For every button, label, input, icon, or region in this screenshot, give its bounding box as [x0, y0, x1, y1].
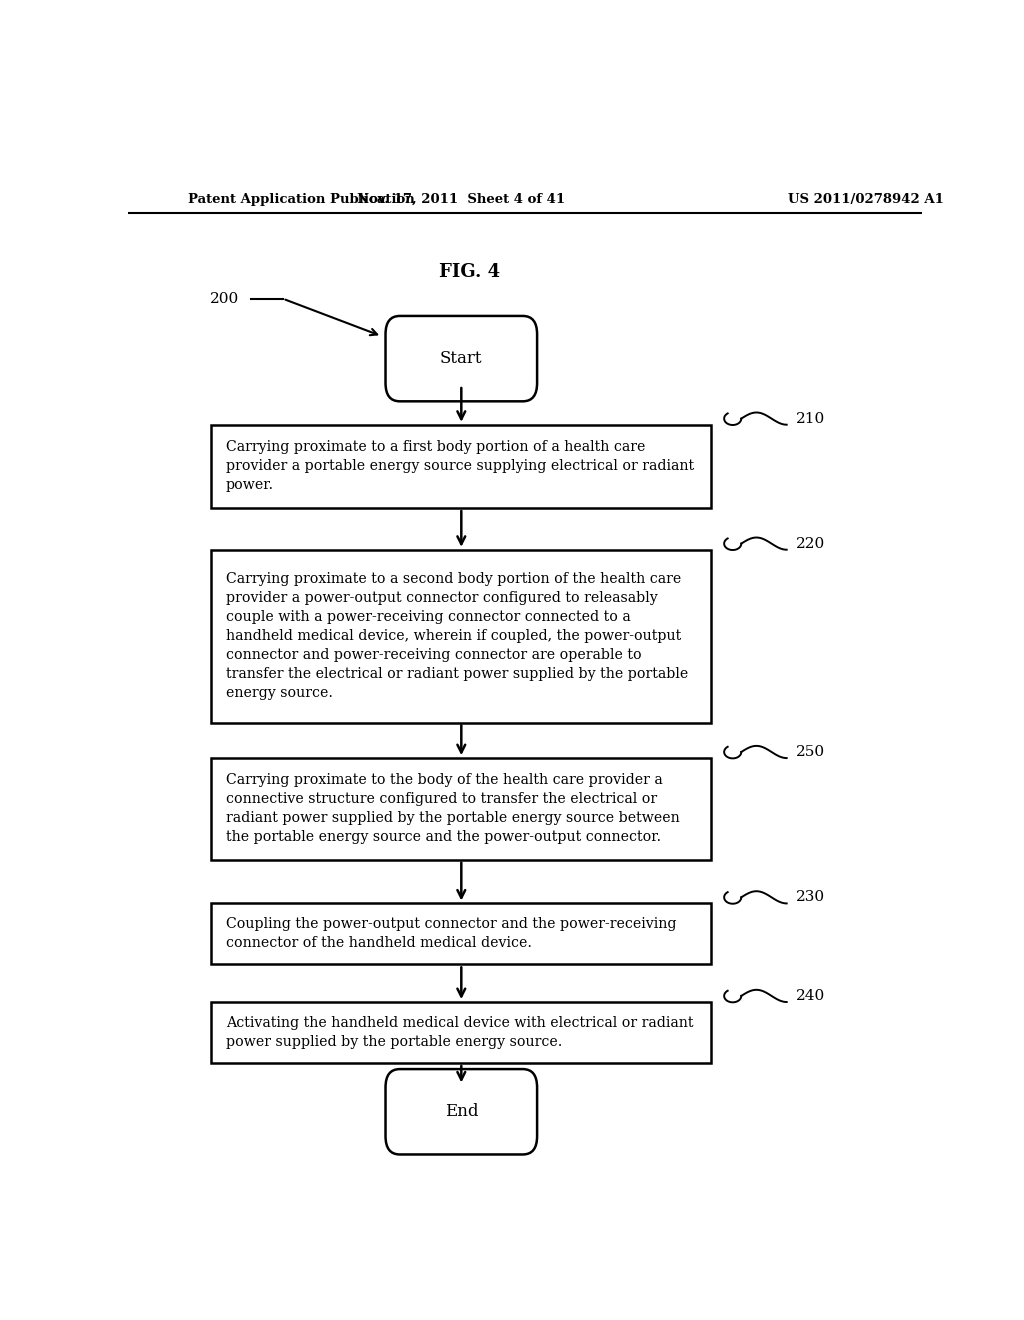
Text: 220: 220	[797, 537, 825, 550]
Text: Carrying proximate to the body of the health care provider a
connective structur: Carrying proximate to the body of the he…	[225, 774, 679, 845]
Text: Nov. 17, 2011  Sheet 4 of 41: Nov. 17, 2011 Sheet 4 of 41	[357, 193, 565, 206]
Text: 240: 240	[797, 989, 825, 1003]
FancyBboxPatch shape	[385, 315, 538, 401]
Text: End: End	[444, 1104, 478, 1121]
Text: Patent Application Publication: Patent Application Publication	[187, 193, 415, 206]
Text: 250: 250	[797, 744, 825, 759]
FancyBboxPatch shape	[211, 549, 712, 722]
FancyBboxPatch shape	[211, 758, 712, 859]
Text: 210: 210	[797, 412, 825, 425]
Text: Start: Start	[440, 350, 482, 367]
Text: FIG. 4: FIG. 4	[438, 263, 500, 281]
FancyBboxPatch shape	[385, 1069, 538, 1155]
Text: Coupling the power-output connector and the power-receiving
connector of the han: Coupling the power-output connector and …	[225, 917, 676, 950]
Text: 230: 230	[797, 890, 825, 904]
FancyBboxPatch shape	[211, 425, 712, 508]
FancyBboxPatch shape	[211, 1002, 712, 1063]
Text: Carrying proximate to a second body portion of the health care
provider a power-: Carrying proximate to a second body port…	[225, 573, 688, 700]
Text: 200: 200	[210, 292, 239, 306]
FancyBboxPatch shape	[211, 903, 712, 965]
Text: Activating the handheld medical device with electrical or radiant
power supplied: Activating the handheld medical device w…	[225, 1016, 693, 1049]
Text: Carrying proximate to a first body portion of a health care
provider a portable : Carrying proximate to a first body porti…	[225, 441, 693, 492]
Text: US 2011/0278942 A1: US 2011/0278942 A1	[788, 193, 944, 206]
